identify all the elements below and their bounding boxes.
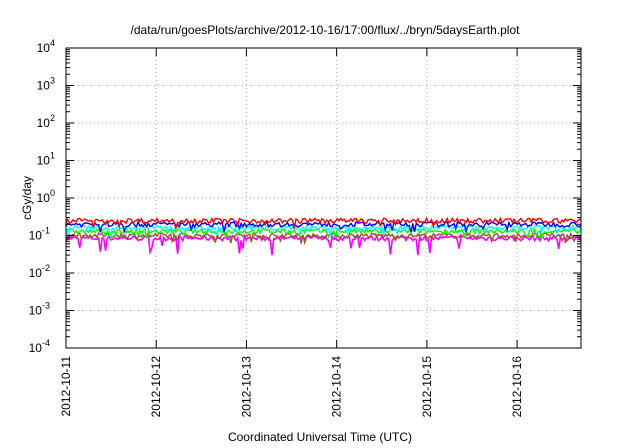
y-tick-label: 10-2 xyxy=(29,263,50,280)
y-tick-label: 100 xyxy=(37,188,55,205)
x-tick-label: 2012-10-15 xyxy=(420,356,434,418)
y-tick-label: 102 xyxy=(37,113,55,130)
series-line xyxy=(65,233,582,256)
chart-series-layer xyxy=(65,216,582,256)
y-tick-label: 101 xyxy=(37,151,55,168)
x-tick-label: 2012-10-11 xyxy=(59,356,73,417)
x-tick-label: 2012-10-12 xyxy=(149,356,163,418)
x-tick-label: 2012-10-16 xyxy=(510,356,524,418)
y-tick-label: 10-1 xyxy=(29,226,50,243)
y-tick-label: 103 xyxy=(37,76,55,93)
x-axis: 2012-10-11 2012-10-12 2012-10-13 2012-10-14… xyxy=(59,48,524,417)
x-tick-label: 2012-10-13 xyxy=(239,356,253,418)
y-tick-label: 10-4 xyxy=(29,338,50,355)
y-axis-label: cGy/day xyxy=(20,176,34,220)
plot-frame xyxy=(65,47,582,349)
x-tick-label: 2012-10-14 xyxy=(330,356,344,418)
series-line xyxy=(65,232,582,246)
chart-grid xyxy=(66,48,581,348)
y-tick-label: 10-3 xyxy=(29,301,50,318)
series-line xyxy=(65,227,582,242)
x-axis-label: Coordinated Universal Time (UTC) xyxy=(228,430,412,444)
series-line xyxy=(65,219,582,234)
series-line xyxy=(65,216,582,231)
y-tick-label: 104 xyxy=(37,38,55,55)
chart-title: /data/run/goesPlots/archive/2012-10-16/1… xyxy=(131,23,521,37)
